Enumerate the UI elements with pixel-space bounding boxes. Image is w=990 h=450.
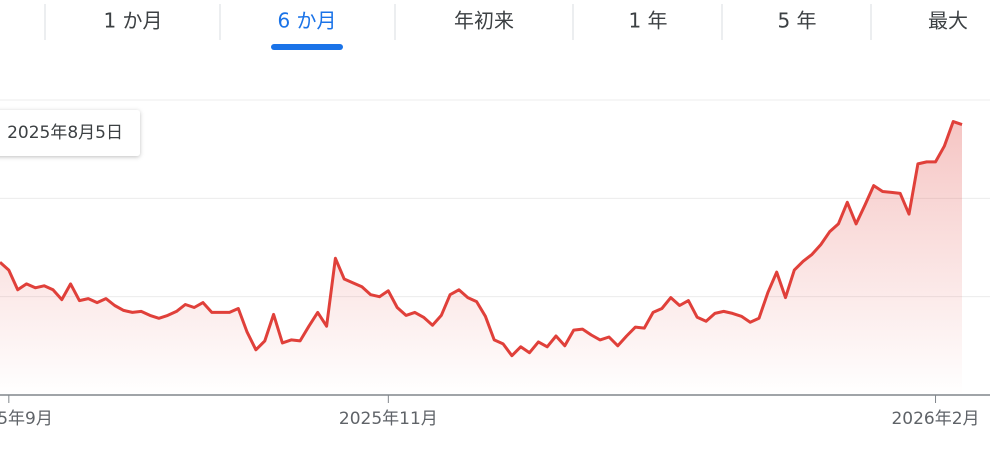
x-tick-label: 2025年9月	[0, 409, 53, 429]
tooltip-box	[0, 110, 140, 156]
range-tab[interactable]: 最大	[928, 9, 968, 33]
range-tab[interactable]: 1 か月	[103, 9, 162, 33]
range-tab[interactable]: 6 か月	[277, 9, 336, 33]
tooltip: 2025年8月5日	[0, 110, 140, 156]
tab-indicator	[271, 44, 343, 50]
x-tick-label: 2026年2月	[891, 409, 979, 429]
x-tick-label: 2025年11月	[339, 409, 438, 429]
range-tabs: 1 か月 6 か月 年初来 1 年 5 年 最大	[44, 4, 968, 50]
range-tab[interactable]: 5 年	[777, 9, 816, 33]
range-tab[interactable]: 1 年	[628, 9, 667, 33]
tooltip-text: 2025年8月5日	[7, 123, 123, 143]
plot-area: 2025年9月 2025年11月 2026年2月	[0, 99, 990, 429]
price-line	[0, 120, 963, 358]
range-tab[interactable]: 年初来	[454, 9, 514, 33]
area-fill	[0, 121, 962, 395]
